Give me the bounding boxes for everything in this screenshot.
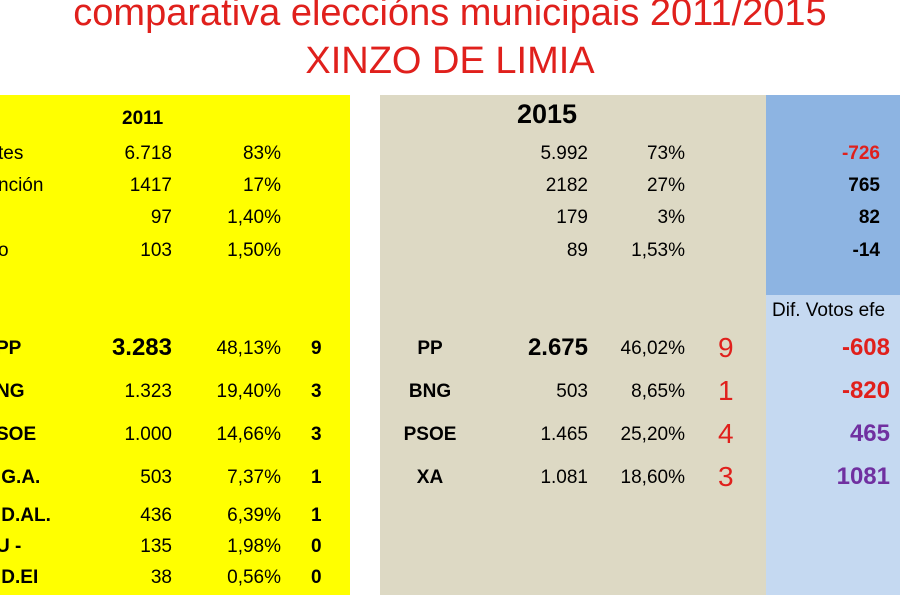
party-seats-2011: 9 xyxy=(311,338,322,359)
party-diff: 465 xyxy=(849,420,890,447)
party-diff: 1081 xyxy=(836,463,890,490)
party-votes-2011: 1.323 xyxy=(124,381,172,402)
summary-pct-2015: 27% xyxy=(646,175,685,196)
party-name-2011: NG xyxy=(0,381,25,402)
party-diff: -820 xyxy=(841,377,890,404)
subtitle-municipality: XINZO DE LIMIA xyxy=(305,40,595,82)
summary-diff: 82 xyxy=(858,207,880,228)
party-name-2015: PP xyxy=(417,338,443,359)
party-name-2011: U - xyxy=(0,536,22,557)
party-votes-2015: 503 xyxy=(556,381,588,402)
party-name-2011: PP xyxy=(0,338,22,359)
party-votes-2015: 1.465 xyxy=(540,424,588,445)
summary-pct-2011: 1,40% xyxy=(227,207,281,228)
summary-votes-2015: 2182 xyxy=(545,175,588,196)
summary-pct-2015: 1,53% xyxy=(631,240,685,261)
party-votes-2011: 135 xyxy=(140,536,172,557)
summary-votes-2011: 97 xyxy=(150,207,172,228)
summary-pct-2011: 83% xyxy=(242,143,281,164)
party-pct-2015: 46,02% xyxy=(620,338,685,359)
party-seats-2011: 0 xyxy=(311,536,322,557)
party-votes-2011: 3.283 xyxy=(111,334,172,361)
panel-diff-parties xyxy=(766,295,900,595)
party-name-2015: XA xyxy=(416,467,444,488)
party-pct-2011: 6,39% xyxy=(227,505,281,526)
party-pct-2011: 14,66% xyxy=(216,424,281,445)
summary-pct-2011: 1,50% xyxy=(227,240,281,261)
summary-diff: -726 xyxy=(841,143,880,164)
party-name-2015: PSOE xyxy=(403,424,457,445)
party-votes-2015: 2.675 xyxy=(527,334,588,361)
summary-votes-2011: 103 xyxy=(140,240,172,261)
panel-2011 xyxy=(0,95,350,595)
party-pct-2011: 1,98% xyxy=(227,536,281,557)
summary-pct-2015: 3% xyxy=(657,207,685,228)
party-votes-2011: 503 xyxy=(140,467,172,488)
party-name-2015: BNG xyxy=(408,381,452,402)
party-votes-2011: 38 xyxy=(150,567,172,588)
party-diff: -608 xyxy=(841,334,890,361)
summary-label: tes xyxy=(0,143,24,164)
party-votes-2015: 1.081 xyxy=(540,467,588,488)
party-seats-2011: 1 xyxy=(311,505,322,526)
party-name-2011: .D.AL. xyxy=(0,505,51,526)
summary-label: nción xyxy=(0,175,44,196)
party-pct-2015: 25,20% xyxy=(620,424,685,445)
party-pct-2011: 7,37% xyxy=(227,467,281,488)
panel-diff-summary xyxy=(766,95,900,295)
party-seats-2011: 0 xyxy=(311,567,322,588)
summary-label: o xyxy=(0,240,9,261)
party-seats-2011: 1 xyxy=(311,467,322,488)
panel-2015 xyxy=(380,95,766,595)
party-seats-2015: 4 xyxy=(718,418,734,449)
summary-pct-2011: 17% xyxy=(242,175,281,196)
summary-votes-2011: 1417 xyxy=(129,175,172,196)
summary-votes-2015: 5.992 xyxy=(540,143,588,164)
party-pct-2011: 0,56% xyxy=(227,567,281,588)
party-name-2011: .G.A. xyxy=(0,467,41,488)
party-pct-2011: 19,40% xyxy=(216,381,281,402)
party-pct-2011: 48,13% xyxy=(216,338,281,359)
party-seats-2015: 3 xyxy=(718,461,734,492)
main-title: comparativa eleccións municipais 2011/20… xyxy=(73,0,827,34)
summary-diff: 765 xyxy=(848,175,880,196)
party-seats-2015: 1 xyxy=(718,375,734,406)
party-seats-2015: 9 xyxy=(718,332,734,363)
party-pct-2015: 18,60% xyxy=(620,467,685,488)
header-dif-votos: Dif. Votos efe xyxy=(772,300,886,321)
summary-votes-2015: 179 xyxy=(556,207,588,228)
summary-diff: -14 xyxy=(852,240,880,261)
party-name-2011: .D.EI xyxy=(0,567,39,588)
header-2015: 2015 xyxy=(517,99,578,129)
party-seats-2011: 3 xyxy=(311,424,322,445)
party-name-2011: SOE xyxy=(0,424,37,445)
party-votes-2011: 436 xyxy=(140,505,172,526)
party-votes-2011: 1.000 xyxy=(124,424,172,445)
summary-pct-2015: 73% xyxy=(646,143,685,164)
party-seats-2011: 3 xyxy=(311,381,322,402)
summary-votes-2011: 6.718 xyxy=(124,143,172,164)
summary-votes-2015: 89 xyxy=(566,240,588,261)
party-pct-2015: 8,65% xyxy=(631,381,685,402)
header-2011: 2011 xyxy=(122,108,164,129)
